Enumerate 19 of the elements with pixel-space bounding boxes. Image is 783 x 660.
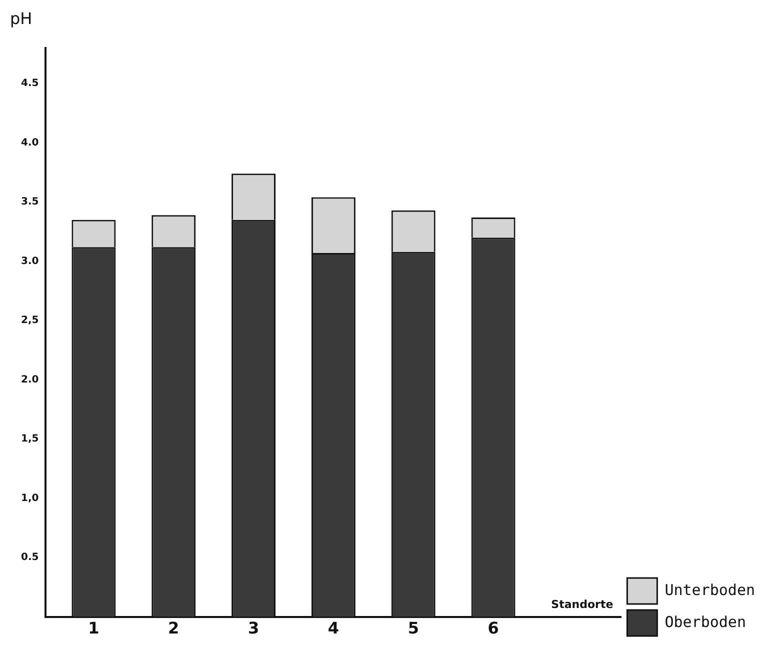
y-tick-label: 1,0 bbox=[20, 492, 39, 504]
x-tick-label: 6 bbox=[488, 618, 499, 638]
y-tick-label: 3.5 bbox=[20, 196, 39, 208]
y-tick-label: 1,5 bbox=[20, 434, 39, 445]
x-tick-label: 4 bbox=[328, 618, 340, 638]
y-tick-label: 0.5 bbox=[20, 552, 39, 564]
x-axis-title: Standorte bbox=[551, 598, 614, 612]
y-axis-title: pH bbox=[10, 9, 32, 28]
x-tick-label: 3 bbox=[248, 618, 260, 638]
y-tick-label: 2,5 bbox=[20, 315, 39, 326]
legend-label: Oberboden bbox=[664, 612, 746, 631]
x-tick-label: 2 bbox=[168, 618, 180, 638]
legend-label: Unterboden bbox=[664, 580, 756, 599]
y-tick-label: 4.5 bbox=[20, 78, 39, 90]
x-tick-label: 5 bbox=[408, 618, 419, 638]
x-tick-label: 1 bbox=[88, 618, 100, 638]
y-tick-label: 4.0 bbox=[20, 137, 39, 148]
y-tick-label: 2.0 bbox=[20, 374, 39, 386]
y-tick-label: 3.0 bbox=[20, 256, 39, 267]
